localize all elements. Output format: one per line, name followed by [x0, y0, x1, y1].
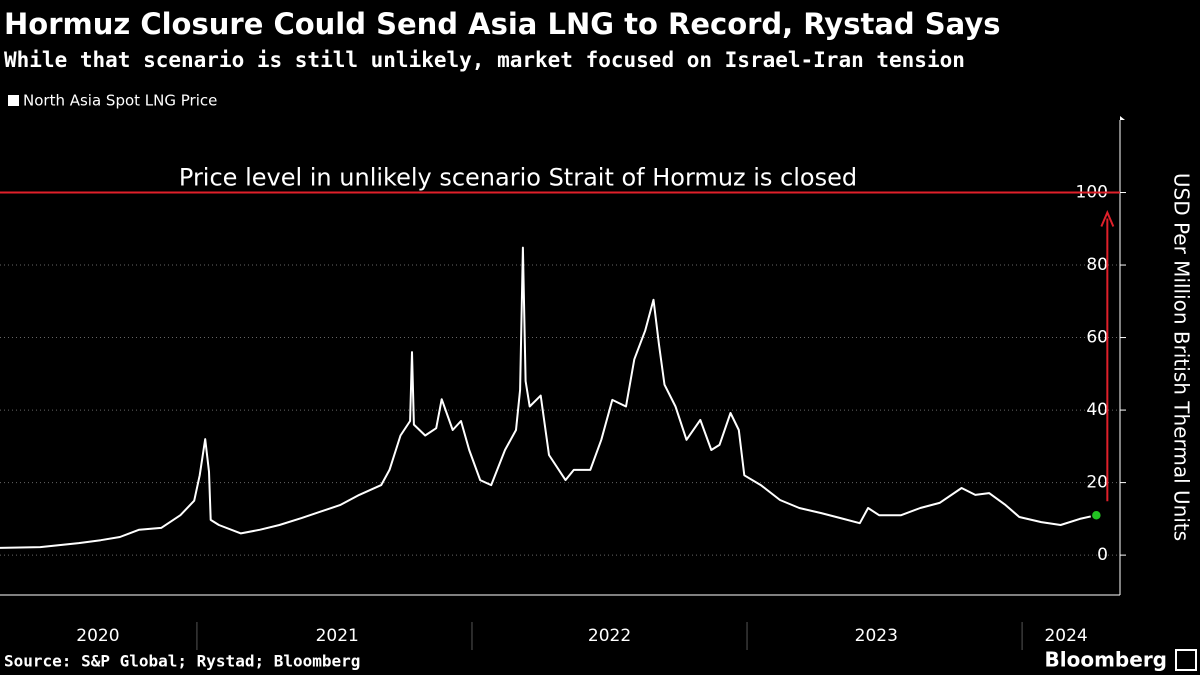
source: Source: S&P Global; Rystad; Bloomberg	[4, 652, 360, 671]
x-tick-label: 2020	[76, 626, 119, 646]
x-tick-label: 2023	[855, 626, 898, 646]
y-axis-title: USD Per Million British Thermal Units	[1170, 173, 1194, 541]
price-line	[0, 246, 1097, 549]
y-tick-label: 0	[1097, 545, 1108, 565]
latest-point	[1090, 509, 1103, 521]
brand-icon	[1175, 649, 1197, 671]
legend-swatch	[8, 95, 19, 106]
reference-label: Price level in unlikely scenario Strait …	[179, 164, 857, 192]
brand: Bloomberg	[1045, 648, 1167, 672]
x-tick-label: 2021	[316, 626, 359, 646]
arrow-head	[1100, 209, 1115, 227]
y-tick-label: 80	[1086, 255, 1108, 275]
x-tick-label: 2024	[1044, 626, 1087, 646]
legend-label: North Asia Spot LNG Price	[23, 92, 217, 110]
x-tick-label: 2022	[588, 626, 631, 646]
y-tick-label: 60	[1086, 328, 1108, 348]
chart-title: Hormuz Closure Could Send Asia LNG to Re…	[4, 7, 1001, 41]
y-tick-label: 20	[1086, 473, 1108, 493]
y-axis-arrow	[1120, 116, 1125, 120]
chart-subtitle: While that scenario is still unlikely, m…	[4, 48, 965, 72]
y-tick-label: 40	[1086, 400, 1108, 420]
